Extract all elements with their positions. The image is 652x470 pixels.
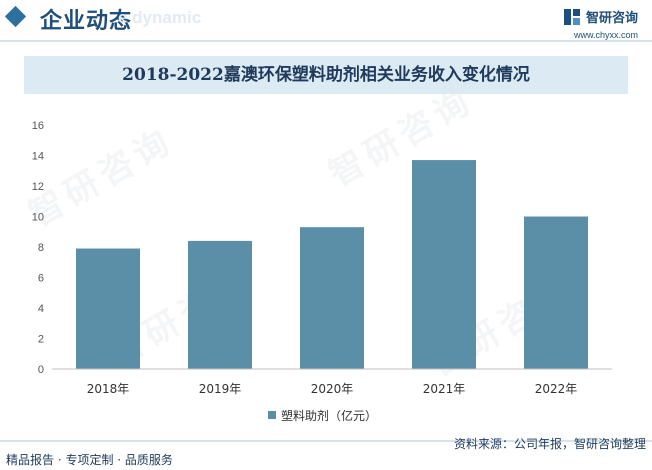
legend-label: 塑料助剂（亿元） [281,408,377,423]
y-tick-label: 4 [38,303,44,315]
x-axis: 2018年 2019年 2020年 2021年 2022年 [52,368,612,396]
y-tick-label: 16 [32,120,44,132]
section-subtitle: e dynamic [118,8,202,27]
source-note: 资料来源：公司年报，智研咨询整理 [453,437,646,451]
y-tick-label: 6 [38,273,44,285]
y-tick-label: 12 [32,181,44,193]
y-tick-label: 0 [38,364,44,376]
footer-divider [0,440,652,442]
brand-name: 智研咨询 [585,11,638,26]
brand: 智研咨询 www.chyxx.com [563,6,638,40]
x-tick-label: 2018年 [87,382,130,396]
bar-2022年 [524,216,588,369]
x-tick-label: 2020年 [311,382,354,396]
y-tick-label: 2 [38,334,44,346]
bar-2020年 [300,227,364,369]
x-tick-label: 2021年 [423,382,466,396]
bar-2021年 [412,160,476,369]
page-header: 企业动态 e dynamic 智研咨询 www.chyxx.com [0,0,652,40]
bar-2018年 [76,248,140,369]
footer-slogan: 精品报告 · 专项定制 · 品质服务 [6,453,173,467]
brand-url: www.chyxx.com [573,30,638,40]
x-tick-label: 2022年 [535,382,578,396]
bar-series [76,160,588,369]
diamond-icon [4,5,27,28]
header-divider [0,40,652,42]
y-tick-label: 10 [32,212,44,224]
x-tick-label: 2019年 [199,382,242,396]
chart-title: 2018-2022嘉澳环保塑料助剂相关业务收入变化情况 [122,65,530,85]
section-title: 企业动态 [40,9,133,34]
y-tick-label: 8 [38,242,44,254]
y-tick-label: 14 [32,151,44,163]
legend-swatch [268,411,276,419]
y-axis: 0 2 4 6 8 10 12 14 16 [32,120,44,376]
logo-icon [563,8,580,25]
title-band [24,56,628,94]
legend: 塑料助剂（亿元） [268,408,377,423]
bar-2019年 [188,240,252,369]
